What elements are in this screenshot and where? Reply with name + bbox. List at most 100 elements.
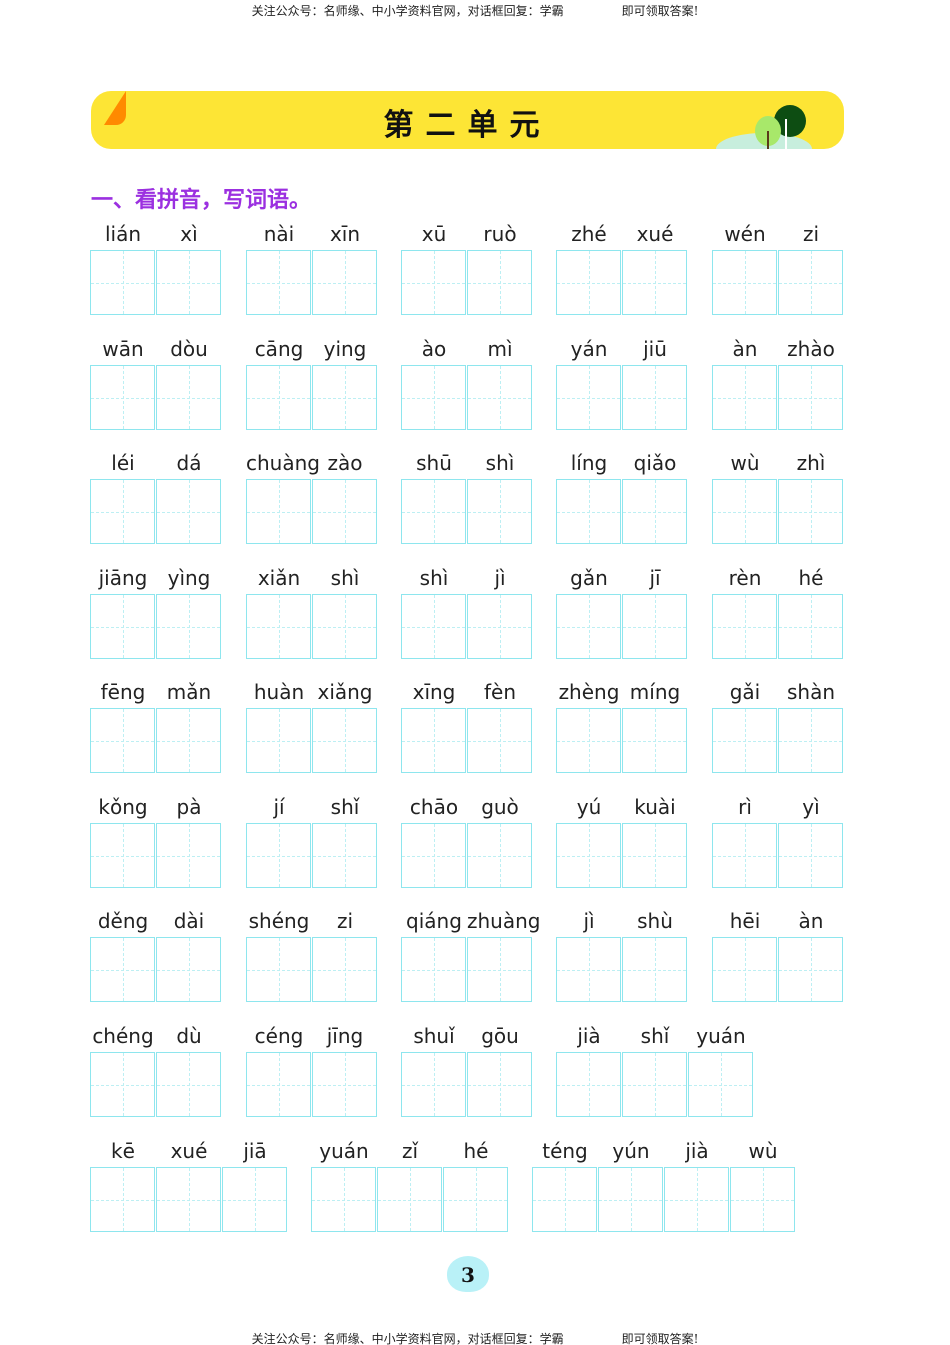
writing-cell[interactable] [156,1052,221,1117]
writing-cell[interactable] [467,823,532,888]
writing-cell[interactable] [443,1167,508,1232]
writing-cell[interactable] [401,365,466,430]
writing-cell[interactable] [312,250,377,315]
writing-cell[interactable] [401,250,466,315]
writing-cell[interactable] [401,823,466,888]
writing-cell[interactable] [467,365,532,430]
writing-cell[interactable] [90,479,155,544]
pinyin-label: wù [748,1139,778,1163]
writing-cell[interactable] [467,250,532,315]
writing-cell[interactable] [222,1167,287,1232]
writing-cell[interactable] [156,1167,221,1232]
writing-cell[interactable] [246,708,311,773]
writing-cell[interactable] [312,594,377,659]
writing-cell[interactable] [622,479,687,544]
writing-cell[interactable] [401,1052,466,1117]
pinyin-label: zi [802,222,820,246]
writing-cell[interactable] [712,594,777,659]
writing-cell[interactable] [467,937,532,1002]
writing-cell[interactable] [712,479,777,544]
writing-cell[interactable] [90,1052,155,1117]
writing-cell[interactable] [246,1052,311,1117]
writing-cell[interactable] [556,594,621,659]
writing-cell[interactable] [467,479,532,544]
writing-cell[interactable] [312,823,377,888]
writing-cell[interactable] [622,937,687,1002]
writing-cell[interactable] [778,479,843,544]
writing-cell[interactable] [90,250,155,315]
note-right: 即可领取答案! [621,1332,699,1345]
writing-cell[interactable] [664,1167,729,1232]
writing-cell[interactable] [712,937,777,1002]
writing-cell[interactable] [622,708,687,773]
writing-cell[interactable] [156,937,221,1002]
writing-cell[interactable] [246,479,311,544]
writing-cell[interactable] [467,594,532,659]
writing-cell[interactable] [467,1052,532,1117]
pinyin-label: kǒng [98,795,148,819]
writing-cell[interactable] [778,823,843,888]
writing-cell[interactable] [556,479,621,544]
writing-cell[interactable] [556,250,621,315]
writing-cell[interactable] [312,1052,377,1117]
writing-cell[interactable] [246,365,311,430]
writing-cell[interactable] [90,365,155,430]
writing-cell[interactable] [556,1052,621,1117]
pinyin-label: dài [173,909,205,933]
writing-cell[interactable] [712,250,777,315]
writing-cell[interactable] [778,937,843,1002]
writing-cell[interactable] [467,708,532,773]
writing-cell[interactable] [156,823,221,888]
writing-cell[interactable] [778,250,843,315]
writing-cell[interactable] [90,594,155,659]
writing-cell[interactable] [622,1052,687,1117]
writing-cell[interactable] [156,479,221,544]
writing-cell[interactable] [778,594,843,659]
writing-cell[interactable] [311,1167,376,1232]
writing-cell[interactable] [622,823,687,888]
writing-cell[interactable] [556,937,621,1002]
section-title: 一、看拼音，写词语。 [91,188,312,213]
pinyin-label: shǐ [330,795,360,819]
writing-cell[interactable] [532,1167,597,1232]
writing-cell[interactable] [401,708,466,773]
writing-cell[interactable] [90,823,155,888]
writing-cell[interactable] [90,1167,155,1232]
writing-cell[interactable] [246,250,311,315]
writing-cell[interactable] [712,365,777,430]
writing-cell[interactable] [622,594,687,659]
writing-cell[interactable] [312,937,377,1002]
writing-cell[interactable] [312,365,377,430]
writing-cell[interactable] [156,594,221,659]
writing-cell[interactable] [556,365,621,430]
pinyin-label: téng [542,1139,588,1163]
writing-cell[interactable] [778,365,843,430]
writing-cell[interactable] [156,708,221,773]
writing-cell[interactable] [401,479,466,544]
writing-cell[interactable] [156,250,221,315]
pinyin-label: wén [724,222,766,246]
writing-cell[interactable] [90,937,155,1002]
writing-cell[interactable] [688,1052,753,1117]
writing-cell[interactable] [401,594,466,659]
writing-cell[interactable] [401,937,466,1002]
writing-cell[interactable] [712,708,777,773]
writing-cell[interactable] [377,1167,442,1232]
writing-cell[interactable] [556,823,621,888]
writing-cell[interactable] [556,708,621,773]
pinyin-label: shéng [248,909,310,933]
writing-cell[interactable] [622,250,687,315]
writing-cell[interactable] [246,594,311,659]
writing-cell[interactable] [778,708,843,773]
writing-cell[interactable] [246,937,311,1002]
writing-cell[interactable] [90,708,155,773]
writing-cell[interactable] [156,365,221,430]
writing-cell[interactable] [312,708,377,773]
writing-cell[interactable] [312,479,377,544]
writing-cell[interactable] [730,1167,795,1232]
writing-cell[interactable] [246,823,311,888]
writing-cell[interactable] [622,365,687,430]
writing-cell[interactable] [598,1167,663,1232]
writing-cell[interactable] [712,823,777,888]
pinyin-label: yì [802,795,820,819]
